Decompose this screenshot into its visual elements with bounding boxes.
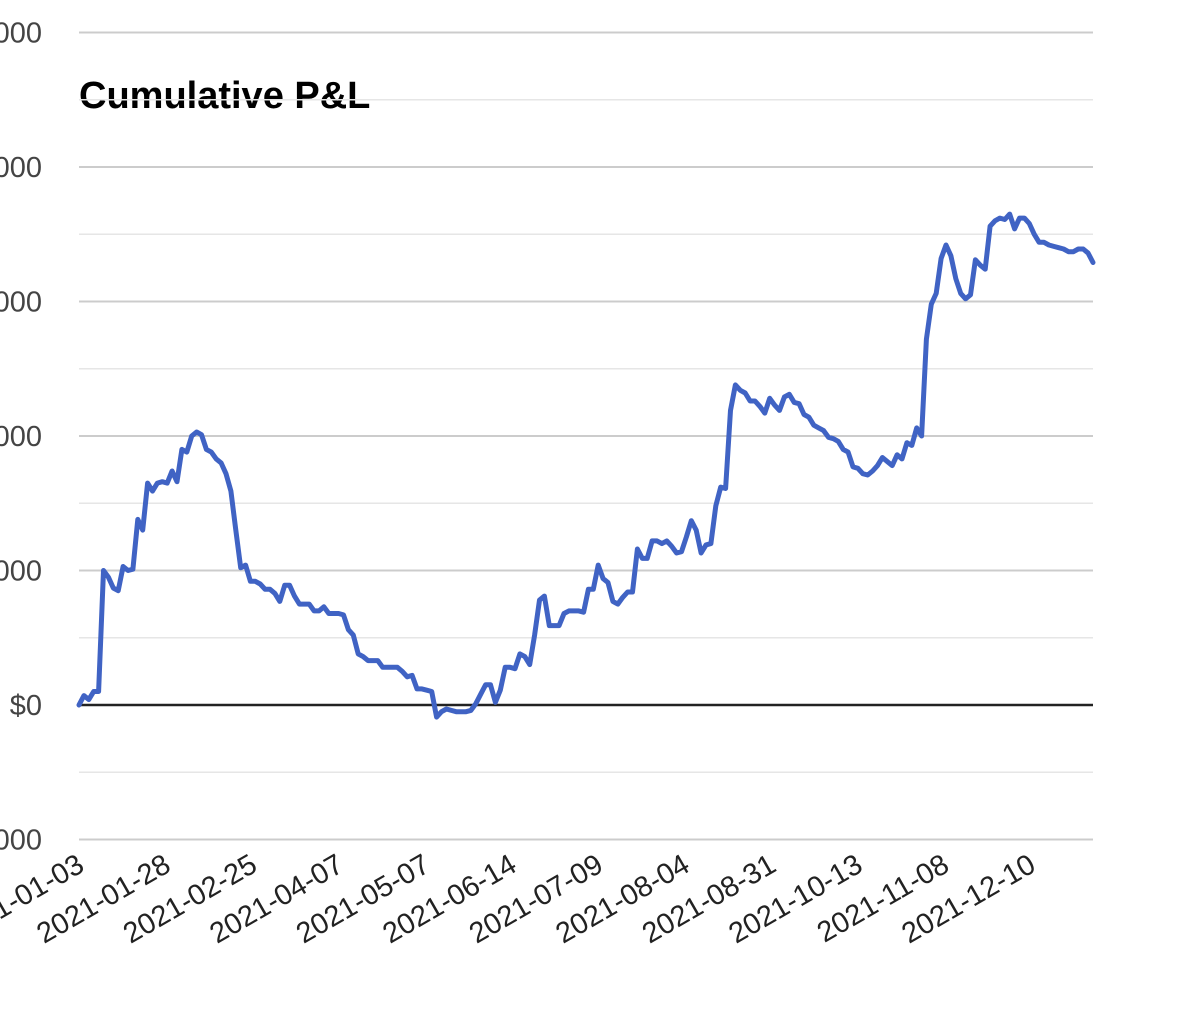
y-axis-tick-labels: -$1,000 $0 $1,000 $2,000 $3,000 $4,000 $5,000 xyxy=(0,18,42,857)
gridlines xyxy=(79,31,1093,841)
series-line xyxy=(76,211,1096,720)
y-tick-label: $1,000 xyxy=(0,556,42,588)
x-axis-tick-labels: 2021-01-032021-01-282021-02-252021-04-07… xyxy=(0,848,1041,950)
y-tick-label: $5,000 xyxy=(0,18,42,50)
y-tick-label: $0 xyxy=(10,690,42,722)
y-tick-label: $4,000 xyxy=(0,152,42,184)
y-tick-label: $3,000 xyxy=(0,287,42,319)
y-tick-label: $2,000 xyxy=(0,421,42,453)
y-tick-label: -$1,000 xyxy=(0,825,42,857)
chart-title: Cumulative P&L xyxy=(79,75,370,117)
